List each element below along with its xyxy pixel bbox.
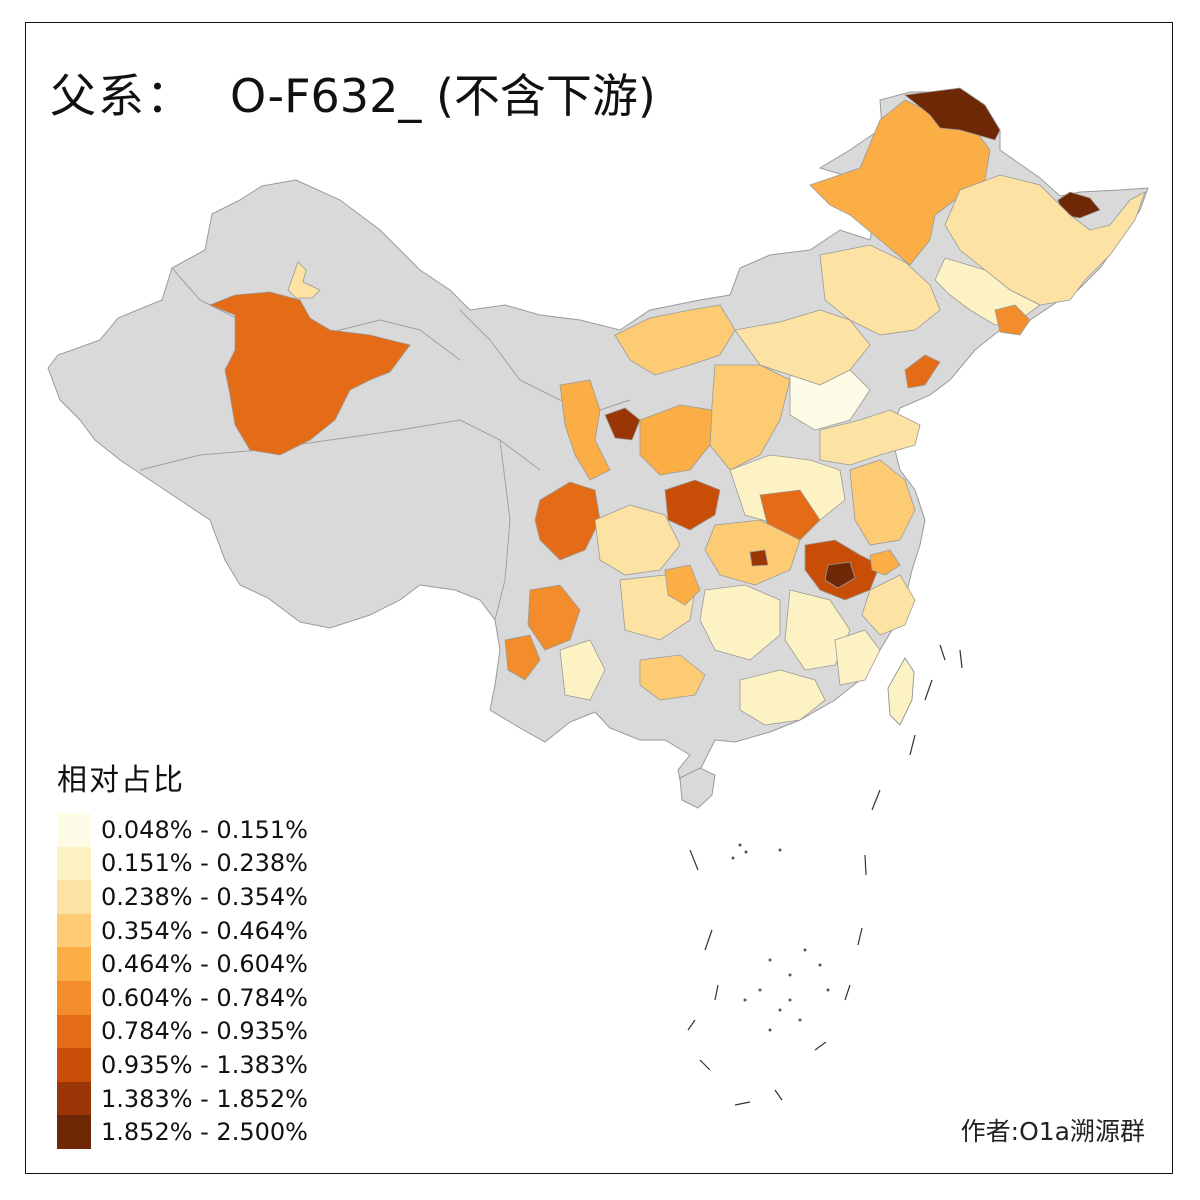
region-chongqing — [664, 564, 701, 606]
legend-swatch — [57, 913, 91, 948]
region-hebei-north — [734, 309, 871, 386]
region-heilongjiang-east — [944, 174, 1146, 306]
legend-item: 0.935% - 1.383% — [57, 1048, 308, 1082]
region-henan — [729, 454, 846, 526]
region-inner-mongolia-east — [819, 244, 941, 336]
region-jiangxi — [784, 589, 851, 671]
region-hubei-dark — [749, 549, 769, 567]
legend-swatch — [57, 1048, 91, 1082]
legend-item: 0.784% - 0.935% — [57, 1014, 308, 1049]
region-shanghai — [869, 549, 901, 576]
region-liaoning-a — [994, 304, 1031, 336]
taiwan-island — [887, 657, 915, 726]
region-guangdong — [739, 669, 826, 726]
legend-label: 0.604% - 0.784% — [101, 983, 308, 1012]
legend-swatch — [57, 880, 91, 914]
region-shaanxi-north — [639, 404, 713, 476]
legend-label: 0.151% - 0.238% — [101, 849, 308, 878]
legend-swatch — [57, 980, 91, 1015]
map-legend: 相对占比 0.048% - 0.151% 0.151% - 0.238% 0.238… — [57, 755, 308, 1149]
legend-item: 0.048% - 0.151% — [57, 813, 308, 847]
region-mohe — [904, 87, 1001, 141]
region-ningxia — [604, 407, 641, 441]
legend-label: 0.048% - 0.151% — [101, 815, 308, 844]
region-xinjiang-north — [287, 261, 321, 299]
region-liaoning-b — [904, 354, 941, 389]
region-beijing-tianjin — [789, 369, 871, 431]
legend-swatch — [57, 947, 91, 981]
legend-rows: 0.048% - 0.151% 0.151% - 0.238% 0.238% - 0… — [57, 813, 308, 1149]
title-prefix: 父系： — [50, 69, 194, 123]
legend-label: 0.464% - 0.604% — [101, 950, 308, 979]
legend-item: 0.238% - 0.354% — [57, 880, 308, 914]
legend-item: 0.354% - 0.464% — [57, 913, 308, 948]
legend-swatch — [57, 1081, 91, 1116]
region-inner-mongolia-west — [614, 304, 736, 376]
legend-item: 1.852% - 2.500% — [57, 1115, 308, 1149]
south-china-sea-islands — [687, 644, 963, 1106]
scattered-reefs — [731, 843, 830, 1032]
legend-label: 1.852% - 2.500% — [101, 1118, 308, 1147]
region-yunnan-south — [559, 639, 606, 701]
region-shaanxi-south — [664, 479, 721, 531]
legend-label: 0.935% - 1.383% — [101, 1050, 308, 1079]
legend-title: 相对占比 — [57, 763, 185, 798]
legend-item: 0.464% - 0.604% — [57, 947, 308, 981]
region-yunnan-west — [504, 634, 541, 681]
hainan-island — [679, 767, 716, 809]
region-shandong — [819, 409, 921, 466]
region-zhejiang — [861, 574, 916, 636]
legend-item: 1.383% - 1.852% — [57, 1081, 308, 1116]
map-title: 父系： O-F632_ (不含下游) — [50, 60, 656, 126]
region-sichuan-west — [534, 481, 601, 561]
legend-label: 1.383% - 1.852% — [101, 1084, 308, 1113]
region-fujian — [834, 629, 881, 686]
author-credit: 作者:O1a溯源群 — [960, 1117, 1145, 1146]
title-haplogroup: O-F632_ (不含下游) — [230, 69, 656, 123]
region-jiangsu — [849, 459, 916, 546]
legend-swatch — [57, 813, 91, 847]
region-guangxi — [639, 654, 706, 701]
region-xinjiang-central — [208, 291, 411, 456]
legend-label: 0.784% - 0.935% — [101, 1017, 308, 1046]
legend-label: 0.354% - 0.464% — [101, 916, 308, 945]
region-gansu-east — [559, 379, 611, 481]
region-anhui-core — [824, 561, 856, 589]
legend-swatch — [57, 1115, 91, 1149]
region-yunnan-north — [527, 584, 581, 651]
region-sichuan-east — [594, 504, 681, 576]
legend-label: 0.238% - 0.354% — [101, 882, 308, 911]
legend-item: 0.604% - 0.784% — [57, 980, 308, 1015]
legend-swatch — [57, 1014, 91, 1049]
legend-item: 0.151% - 0.238% — [57, 846, 308, 881]
legend-swatch — [57, 846, 91, 881]
region-hunan — [699, 584, 781, 661]
province-borders — [139, 267, 631, 621]
